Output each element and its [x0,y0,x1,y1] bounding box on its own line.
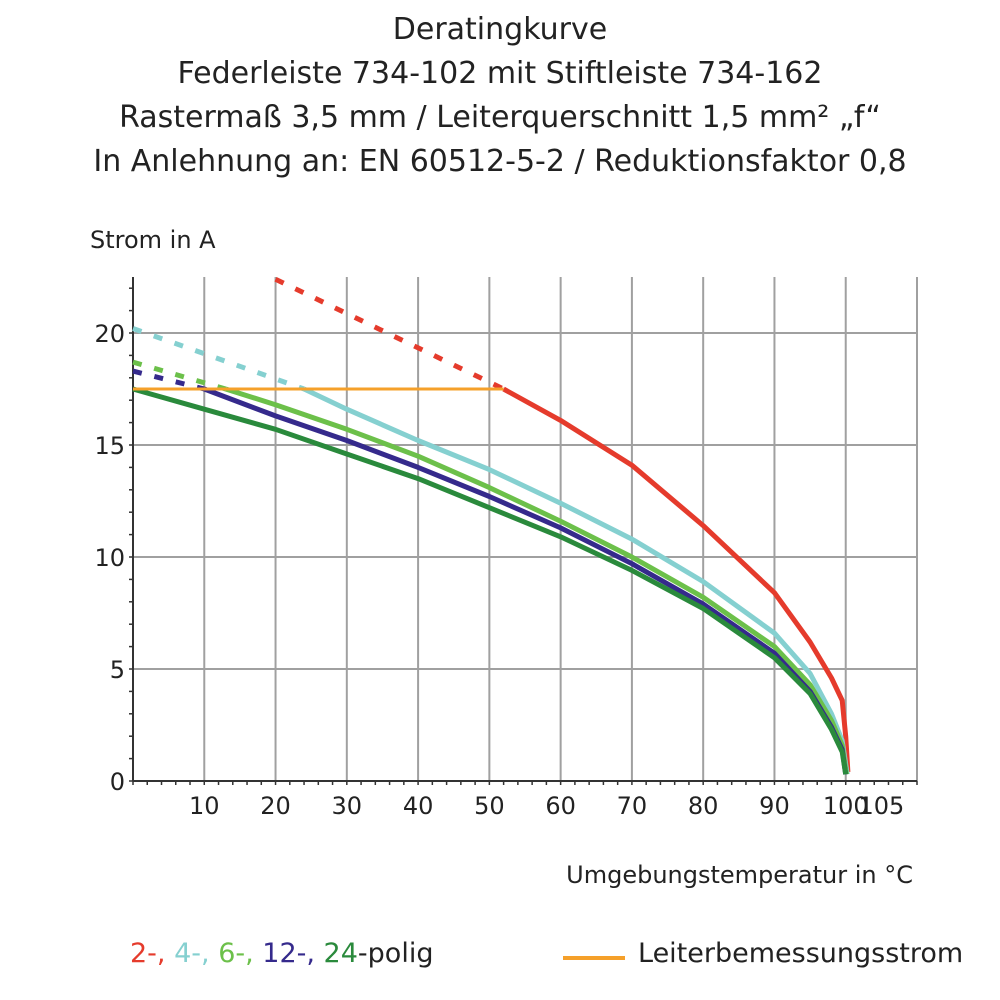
series-4-line [132,386,849,775]
y-tick-label: 15 [94,432,125,460]
x-tick-label: 30 [332,792,363,820]
series-3-line [203,386,849,775]
x-tick-label: 60 [545,792,576,820]
x-axis-label: Umgebungstemperatur in °C [566,861,913,889]
x-tick-label: 50 [474,792,505,820]
legend-pole-entry: 2-, [130,938,166,969]
x-tick-label: 70 [617,792,648,820]
series-0-line [502,386,851,773]
title-line-2: Federleiste 734-102 mit Stiftleiste 734-… [177,56,823,91]
x-tick-label: 105 [858,792,904,820]
title-line-1: Deratingkurve [392,12,608,47]
x-tick-label: 10 [189,792,220,820]
x-tick-label: 40 [403,792,434,820]
x-tick-label: 100 [823,792,869,820]
series-2-extrapolated-line [132,359,227,392]
legend-rated-current: Leiterbemessungsstrom [638,938,964,969]
legend-pole-entry: -polig [357,938,434,969]
y-tick-label: 10 [94,544,125,572]
title-line-3: Rastermaß 3,5 mm / Leiterquerschnitt 1,5… [119,100,881,135]
x-tick-label: 80 [688,792,719,820]
y-tick-label: 5 [110,656,125,684]
legend-pole-entry: 12-, [253,938,315,969]
legend-pole-entry: 6-, [209,938,254,969]
series-2-line [224,386,849,775]
legend-pole-entry: 24 [314,938,358,969]
series-1-extrapolated-line [132,326,305,392]
series-0-extrapolated-line [274,276,505,392]
legend-pole-entry: 4-, [165,938,210,969]
y-tick-label: 20 [94,320,125,348]
y-axis-label: Strom in A [90,226,216,254]
title-line-4: In Anlehnung an: EN 60512-5-2 / Reduktio… [93,144,907,179]
series-1-line [303,386,850,775]
legend-poles: 2-, 4-, 6-, 12-, 24-polig [130,938,433,969]
chart-title: Deratingkurve Federleiste 734-102 mit St… [0,8,1000,184]
series-3-extrapolated-line [132,368,205,392]
y-tick-label: 0 [110,768,125,796]
x-tick-label: 20 [260,792,291,820]
x-tick-label: 90 [759,792,790,820]
